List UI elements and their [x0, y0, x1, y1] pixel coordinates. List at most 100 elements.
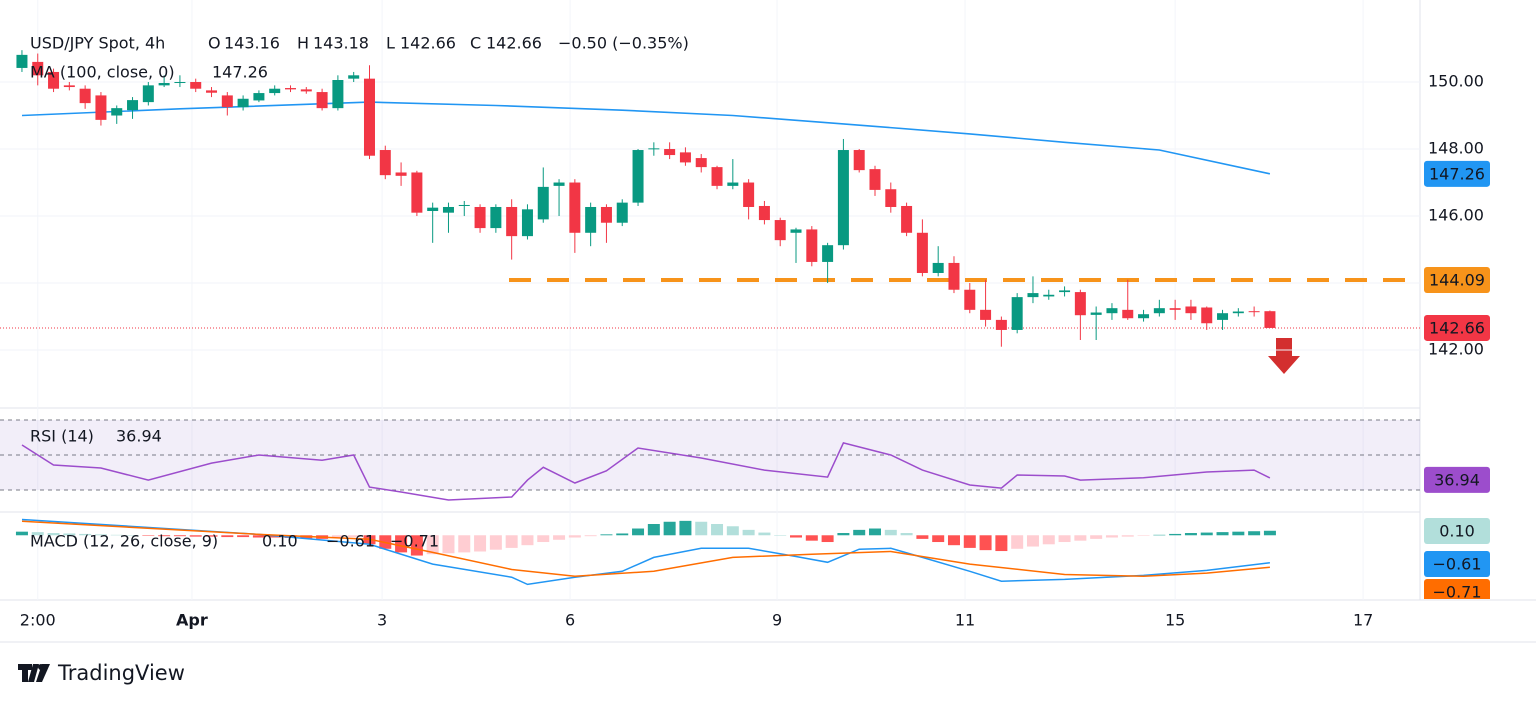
candle-body [206, 90, 218, 93]
candle-body [506, 206, 518, 237]
x-tick-label: 2:00 [20, 611, 56, 630]
candle-body [1043, 294, 1055, 297]
histogram-bar [1184, 533, 1197, 536]
signal-label-group: −0.71 [1424, 579, 1490, 602]
candle-body [1138, 314, 1150, 319]
candle-body [1232, 311, 1244, 314]
macd-label-group: −0.61 [1424, 551, 1490, 577]
candle-body [980, 309, 992, 320]
histogram-bar [79, 533, 92, 536]
candle-body [916, 232, 928, 273]
candle-body [1027, 293, 1039, 298]
x-tick-label: 15 [1165, 611, 1185, 630]
candle-body [822, 245, 834, 262]
level-price-label-box [1424, 267, 1490, 294]
x-tick-label: 6 [565, 611, 575, 630]
histogram-bar [1042, 535, 1055, 545]
candle-body [379, 150, 391, 176]
signal-label: −0.71 [1432, 583, 1481, 602]
histogram-bar [474, 535, 487, 552]
candle-body [427, 207, 439, 212]
histogram-bar [1200, 532, 1213, 536]
candle-body [553, 182, 565, 186]
candle-body [32, 61, 44, 76]
histogram-bar [189, 535, 202, 537]
candle-body [300, 89, 312, 92]
histogram-bar [679, 520, 692, 536]
rsi-line [21, 442, 1271, 501]
candle-body [490, 206, 502, 229]
histogram-bar [1248, 531, 1261, 536]
histogram-bar [1153, 534, 1166, 536]
histogram-bar [884, 529, 897, 536]
candle-body [1106, 308, 1118, 314]
macd-value: −0.61 [326, 532, 375, 551]
ohlc-value: 143.16 [224, 34, 280, 53]
candle-body [790, 229, 802, 233]
histogram-bar [15, 531, 28, 536]
histogram-bar [395, 535, 408, 553]
candle-body [932, 262, 944, 273]
histogram-bar [1090, 535, 1103, 539]
histogram-bar [426, 535, 439, 555]
rsi-price-label-box [1424, 466, 1490, 493]
level-price-label: 144.09 [1429, 271, 1485, 290]
candle-body [1217, 313, 1229, 320]
candle-body [1059, 290, 1071, 293]
x-tick-label: 9 [772, 611, 782, 630]
histogram-bar [711, 524, 724, 536]
ma-price-label-box [1424, 160, 1490, 187]
ma-line [21, 101, 1271, 175]
histogram-bar [1169, 533, 1182, 536]
histogram-bar [126, 535, 139, 536]
candle-body [111, 108, 123, 116]
histogram-bar [110, 534, 123, 536]
histogram-bar [600, 534, 613, 536]
candle-body [632, 150, 644, 203]
histogram-bar [331, 535, 344, 538]
macd-label-box [1424, 551, 1490, 577]
candle-body [521, 209, 533, 237]
signal-label-box [1424, 579, 1490, 599]
histogram-bar [505, 535, 518, 548]
candle-body [695, 158, 707, 168]
ohlc-value: 142.66 [400, 34, 456, 53]
histogram-bar [663, 521, 676, 536]
histogram-bar [758, 532, 771, 536]
histogram-bar [553, 535, 566, 540]
candle-body [63, 85, 75, 88]
histogram-bar [1058, 535, 1071, 543]
histogram-bar [947, 535, 960, 546]
histogram-bar [489, 535, 502, 550]
brand: TradingView [57, 661, 185, 685]
histogram-bar [1026, 535, 1039, 547]
macd-hist-label-group: 0.10 [1424, 518, 1490, 544]
brand-logo [18, 664, 50, 682]
y-tick-label: 150.00 [1428, 72, 1484, 91]
ohlc-letter: L [386, 34, 395, 53]
candle-body [285, 88, 297, 90]
histogram-bar [458, 535, 471, 553]
candle-body [221, 95, 233, 108]
candle-body [1074, 292, 1086, 316]
histogram-bar [1074, 535, 1087, 541]
candle-body [806, 229, 818, 262]
rsi-band [0, 419, 1420, 491]
candle-body [964, 289, 976, 310]
macd-label: −0.61 [1432, 555, 1481, 574]
candle-body [158, 83, 170, 86]
histogram-bar [63, 533, 76, 536]
x-tick-label: 17 [1353, 611, 1373, 630]
histogram-bar [31, 532, 44, 536]
candle-body [569, 182, 581, 233]
histogram-bar [237, 535, 250, 538]
histogram-bar [158, 535, 171, 537]
histogram-bar [995, 535, 1008, 552]
candle-body [253, 93, 265, 101]
rsi-price-label: 36.94 [1434, 470, 1480, 489]
candle-body [648, 148, 660, 150]
histogram-bar [916, 535, 929, 539]
candle-body [348, 75, 360, 79]
candle-body [237, 98, 249, 108]
